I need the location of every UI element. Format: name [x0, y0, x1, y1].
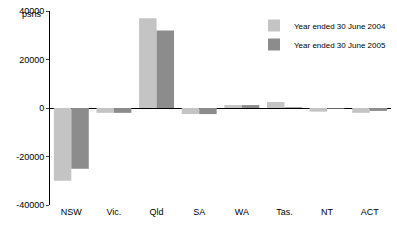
svg-text:0: 0 — [39, 103, 44, 113]
svg-text:Year ended 30 June 2005: Year ended 30 June 2005 — [294, 41, 386, 50]
svg-text:Vic.: Vic. — [107, 207, 122, 217]
svg-text:Qld: Qld — [150, 207, 164, 217]
svg-text:NSW: NSW — [61, 207, 83, 217]
svg-text:psns: psns — [22, 9, 42, 19]
svg-text:WA: WA — [235, 207, 249, 217]
svg-text:NT: NT — [321, 207, 333, 217]
svg-text:40000: 40000 — [19, 6, 44, 16]
svg-text:Tas.: Tas. — [276, 207, 293, 217]
svg-text:SA: SA — [193, 207, 205, 217]
svg-text:ACT: ACT — [361, 207, 380, 217]
svg-text:20000: 20000 — [19, 55, 44, 65]
svg-text:-40000: -40000 — [16, 200, 44, 210]
svg-text:-20000: -20000 — [16, 152, 44, 162]
svg-text:Year ended 30 June 2004: Year ended 30 June 2004 — [294, 22, 386, 31]
